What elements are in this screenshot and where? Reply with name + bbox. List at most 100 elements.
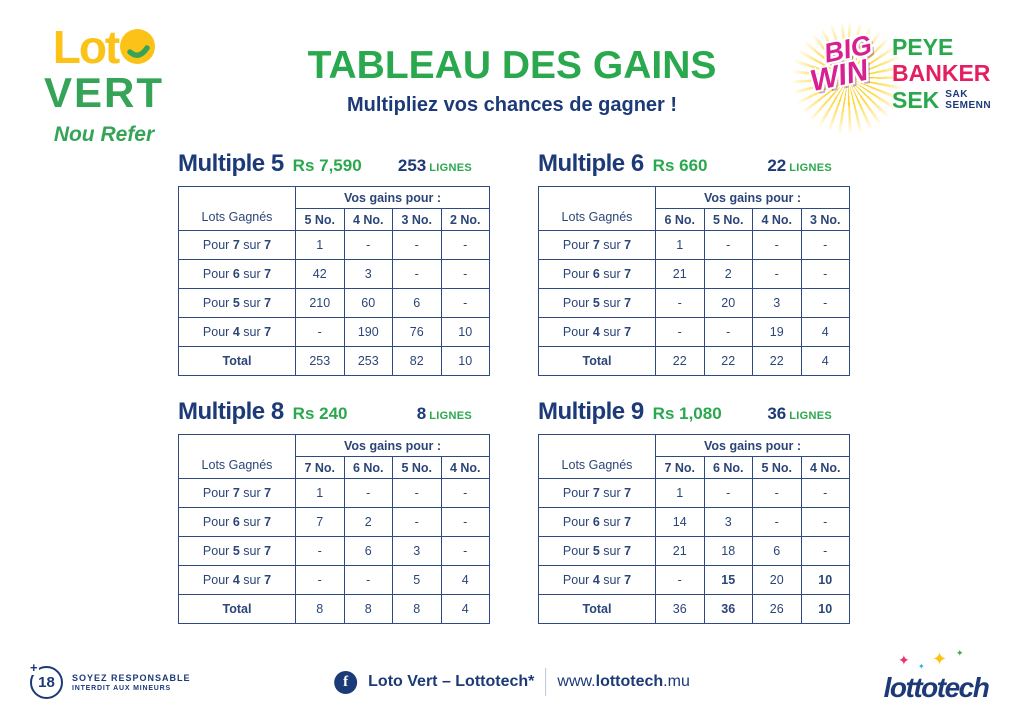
total-row: Total 253 253 82 10	[178, 346, 490, 376]
prize-cell: 210	[295, 288, 345, 318]
prize-cell: 7	[295, 507, 345, 537]
table-title-row: Multiple 6 Rs 660 22 LIGNES	[538, 150, 850, 186]
peye-text: PEYE	[892, 34, 954, 60]
lines-label: LIGNES	[789, 410, 832, 422]
gains-header-row: Lots Gagnés Vos gains pour :	[538, 434, 850, 479]
row-label: Total	[178, 346, 296, 376]
gains-header-row: Lots Gagnés Vos gains pour :	[178, 186, 490, 231]
page-subtitle: Multipliez vos chances de gagner !	[346, 94, 678, 116]
prize-cell: 190	[343, 317, 393, 347]
lines-count: 36	[767, 404, 787, 423]
row-label: Pour 6 sur 7	[538, 507, 656, 537]
responsible-gaming-block: + 18 SOYEZ RESPONSABLE INTERDIT AUX MINE…	[29, 660, 191, 699]
prize-cell: 3	[703, 507, 753, 537]
loto-wordmark: Lot	[36, 24, 172, 70]
gains-table: Multiple 8 Rs 240 8 LIGNES Lots Gagnés Vo…	[178, 398, 490, 624]
gains-table: Multiple 6 Rs 660 22 LIGNES Lots Gagnés V…	[538, 150, 850, 376]
prize-cell: 3	[343, 259, 393, 289]
gains-header: Vos gains pour :	[655, 434, 850, 457]
table-title-row: Multiple 5 Rs 7,590 253 LIGNES	[178, 150, 490, 186]
column-header: 7 No.	[295, 456, 345, 479]
row-label: Pour 7 sur 7	[178, 230, 296, 260]
prize-cell: -	[800, 259, 850, 289]
sparkle-icon: ✦	[956, 648, 964, 658]
prize-cell: 19	[752, 317, 802, 347]
prize-table: Lots Gagnés Vos gains pour : 7 No. 6 No. 5…	[538, 434, 850, 624]
column-header: 6 No.	[655, 208, 705, 231]
prize-row: Pour 4 sur 7-15 20 10	[538, 565, 850, 595]
prize-cell: 1	[295, 478, 345, 508]
gains-header: Vos gains pour :	[655, 186, 850, 209]
prize-row: Pour 4 sur 7-190 76 10	[178, 317, 490, 347]
prize-table-body: Pour 7 sur 7 1- - - Pour 6 sur 7 21 2- - Pour 5 …	[538, 230, 850, 376]
prize-cell: 4	[800, 317, 850, 347]
row-label: Pour 7 sur 7	[538, 478, 656, 508]
prize-cell: 253	[343, 346, 393, 376]
column-header: 6 No.	[703, 456, 753, 479]
table-title: Multiple 8	[178, 398, 284, 425]
prize-cell: -	[800, 507, 850, 537]
footer: + 18 SOYEZ RESPONSABLE INTERDIT AUX MINE…	[0, 648, 1024, 710]
prize-cell: -	[655, 317, 705, 347]
column-header: 5 No.	[295, 208, 345, 231]
prize-row: Pour 5 sur 7 210 60 6-	[178, 288, 490, 318]
corner-header: Lots Gagnés	[538, 434, 656, 479]
prize-cell: 22	[703, 346, 753, 376]
prize-cell: 8	[295, 594, 345, 624]
loto-vert-logo: Lot VERT Nou Refer	[36, 24, 172, 145]
lines-count: 253	[397, 156, 427, 175]
prize-cell: -	[343, 230, 393, 260]
table-lines: 22 LIGNES	[767, 156, 832, 176]
row-label: Pour 4 sur 7	[538, 565, 656, 595]
row-label: Total	[178, 594, 296, 624]
prize-row: Pour 6 sur 7 42 3- -	[178, 259, 490, 289]
prize-cell: 2	[703, 259, 753, 289]
prize-cell: -	[752, 259, 802, 289]
table-lines: 253 LIGNES	[398, 156, 472, 176]
prize-cell: -	[800, 288, 850, 318]
prize-cell: -	[392, 507, 442, 537]
sak-semenn-text: SAK SEMENN	[945, 89, 992, 112]
lines-count: 8	[416, 404, 427, 423]
gains-header-row: Lots Gagnés Vos gains pour :	[538, 186, 850, 231]
prize-table-body: Pour 7 sur 7 1- - - Pour 6 sur 7 42 3- - Pour 5 …	[178, 230, 490, 376]
smiley-icon	[120, 29, 156, 64]
prize-cell: 1	[655, 230, 705, 260]
row-label: Pour 6 sur 7	[178, 507, 296, 537]
column-header: 5 No.	[392, 456, 442, 479]
row-label: Pour 5 sur 7	[538, 288, 656, 318]
row-label: Pour 6 sur 7	[178, 259, 296, 289]
prize-cell: -	[440, 288, 490, 318]
prize-cell: -	[295, 536, 345, 566]
columns-row: 5 No. 4 No. 3 No. 2 No.	[179, 208, 490, 231]
lines-count: 22	[767, 156, 787, 175]
facebook-icon: f	[334, 670, 358, 694]
prize-cell: 15	[703, 565, 753, 595]
prize-cell: -	[440, 230, 490, 260]
prize-cell: -	[343, 565, 393, 595]
prize-cell: 6	[752, 536, 802, 566]
prize-cell: -	[440, 478, 490, 508]
prize-cell: 36	[703, 594, 753, 624]
columns-row: 7 No. 6 No. 5 No. 4 No.	[539, 456, 850, 479]
prize-cell: 8	[392, 594, 442, 624]
tables-grid: Multiple 5 Rs 7,590 253 LIGNES Lots Gagné…	[178, 150, 850, 624]
gains-header: Vos gains pour :	[295, 186, 490, 209]
prize-cell: 10	[440, 317, 490, 347]
prize-cell: 4	[800, 346, 850, 376]
prize-cell: 2	[343, 507, 393, 537]
prize-cell: 10	[800, 565, 850, 595]
table-title: Multiple 6	[538, 150, 644, 177]
prize-cell: -	[392, 478, 442, 508]
prize-cell: -	[752, 230, 802, 260]
row-label: Pour 4 sur 7	[538, 317, 656, 347]
corner-header: Lots Gagnés	[538, 186, 656, 231]
prize-cell: 3	[392, 536, 442, 566]
prize-cell: -	[800, 478, 850, 508]
lines-label: LIGNES	[429, 162, 472, 174]
prize-cell: 3	[752, 288, 802, 318]
total-row: Total 36 36 26 10	[538, 594, 850, 624]
